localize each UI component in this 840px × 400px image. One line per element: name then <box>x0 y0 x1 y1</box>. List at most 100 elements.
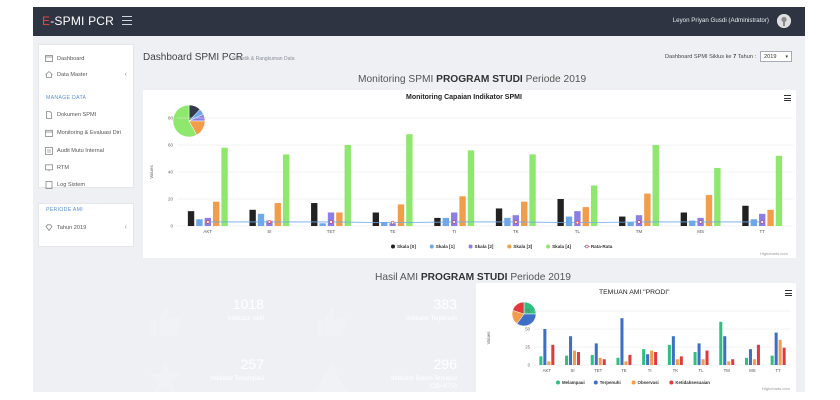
tile-indikator-terpenuhi[interactable]: 383 Indikator Terpenuhi <box>309 288 465 336</box>
cycle-prefix: Dashboard SPMI Siklus ke <box>665 54 732 60</box>
y-tick-label: 80 <box>168 116 174 121</box>
sidebar-item-monitoring[interactable]: Monitoring & Evaluasi Diri <box>45 129 129 137</box>
bar <box>257 213 265 226</box>
x-tick-label: TM <box>724 368 731 373</box>
bar <box>644 193 651 226</box>
user-name[interactable]: Leyon Priyan Gusdi (Administrator) <box>672 17 769 24</box>
bar <box>654 352 658 365</box>
x-tick-label: MS <box>697 229 704 234</box>
bar <box>616 357 620 365</box>
year-select[interactable]: 2019 ▾ <box>760 51 792 62</box>
line-point <box>637 220 641 224</box>
bar <box>744 357 748 365</box>
bar <box>650 350 654 365</box>
section-label-periode: PERIODE AMI <box>46 207 84 213</box>
bar <box>628 354 632 365</box>
sidebar-item-label: Dashboard <box>57 55 85 62</box>
sidebar-item-tahun[interactable]: Tahun 2019 ‹ <box>45 224 129 231</box>
chart-menu-icon[interactable] <box>784 95 791 102</box>
list-icon <box>45 147 53 155</box>
bar <box>775 155 783 226</box>
hasil-heading-pre: Hasil AMI <box>375 272 419 283</box>
sidebar-item-label: Dokumen SPMI <box>57 112 97 118</box>
x-tick-label: TM <box>636 229 643 234</box>
legend-marker <box>546 244 551 249</box>
cycle-number: 7 <box>733 54 737 60</box>
thumbs-up-icon <box>151 308 181 336</box>
bar <box>705 350 709 365</box>
sidebar-item-dashboard[interactable]: Dashboard <box>45 55 129 62</box>
bar <box>582 207 589 226</box>
tile-indikator-aktif[interactable]: 1018 Indikator Aktif <box>143 288 272 336</box>
sidebar-item-dokumen[interactable]: Dokumen SPMI <box>45 111 129 119</box>
bar <box>319 223 326 226</box>
chevron-left-icon: ‹ <box>124 71 127 78</box>
menu-toggle-icon[interactable] <box>122 16 132 25</box>
legend-label: Skala [1] <box>436 244 455 249</box>
tile-indikator-belum[interactable]: 296 Indikator Belum Tercapai (OB+KTS) <box>309 348 465 392</box>
bar <box>646 354 650 365</box>
chart-menu-icon[interactable] <box>785 290 792 297</box>
line-point <box>698 220 703 224</box>
bar <box>282 154 290 226</box>
thumbs-up-icon <box>317 308 347 336</box>
pie-slice <box>172 104 198 138</box>
legend-marker <box>507 244 512 249</box>
app-frame: E-SPMI PCR Leyon Priyan Gusdi (Administr… <box>33 7 805 392</box>
x-tick-label: TK <box>513 229 519 234</box>
bar <box>467 150 475 226</box>
sidebar-item-log[interactable]: Log Sistem <box>45 181 129 189</box>
y-axis-label: Values <box>486 332 491 345</box>
chart-title: TEMUAN AMI "PRODI" <box>599 289 670 296</box>
bar <box>520 201 528 226</box>
tile-value: 296 <box>433 356 457 372</box>
bar <box>731 359 735 365</box>
x-tick-label: TT <box>759 229 765 234</box>
legend-marker <box>556 380 560 385</box>
line-point <box>514 220 518 224</box>
line-point <box>267 220 272 224</box>
monitoring-chart-card: Monitoring Capaian Indikator SPMI 0 20 40 6… <box>143 90 796 258</box>
bar <box>652 145 659 226</box>
sidebar-item-rtm[interactable]: RTM <box>45 164 129 172</box>
bar <box>750 219 758 226</box>
pie-slice <box>516 313 537 327</box>
y-axis-label: Values <box>149 165 154 179</box>
warning-icon <box>315 363 347 392</box>
brand-logo[interactable]: E-SPMI PCR <box>42 14 114 28</box>
monitoring-heading-post: Periode 2019 <box>525 74 587 85</box>
bar <box>547 361 551 365</box>
sidebar-item-audit[interactable]: Audit Mutu Internal <box>45 147 129 155</box>
monitoring-heading: Monitoring SPMI PROGRAM STUDI Periode 20… <box>358 74 586 85</box>
x-tick-label: AKT <box>543 368 552 373</box>
sidebar-period: PERIODE AMI Tahun 2019 ‹ <box>38 203 134 247</box>
avatar[interactable] <box>777 14 791 28</box>
bar <box>675 359 679 365</box>
tile-indikator-terlampaui[interactable]: 257 Indikator Terlampaui <box>143 348 272 392</box>
bar <box>451 212 458 226</box>
sidebar-item-data-master[interactable]: Data Master ‹ <box>45 71 129 78</box>
bar <box>551 344 555 365</box>
bar <box>705 194 713 226</box>
bar <box>759 213 766 226</box>
legend-marker <box>391 244 395 249</box>
bar <box>719 321 723 365</box>
bar <box>543 329 547 365</box>
line-point <box>760 220 764 224</box>
bar <box>742 205 749 226</box>
tile-value: 1018 <box>232 296 264 312</box>
legend-label: Terpenuhi <box>600 380 621 385</box>
legend-marker <box>429 244 434 249</box>
x-tick-label: SI <box>571 368 575 373</box>
bar <box>689 220 696 226</box>
bar <box>770 355 774 365</box>
bar <box>598 357 602 365</box>
page-subtitle: Statistik & Rangkuman Data <box>232 56 295 62</box>
year-select-value: 2019 <box>764 54 777 60</box>
bar <box>406 134 413 226</box>
bar <box>539 356 543 365</box>
chevron-left-icon: ‹ <box>124 224 127 231</box>
tile-value: 383 <box>433 296 457 312</box>
monitoring-heading-pre: Monitoring SPMI <box>358 74 434 85</box>
bar <box>590 354 594 365</box>
